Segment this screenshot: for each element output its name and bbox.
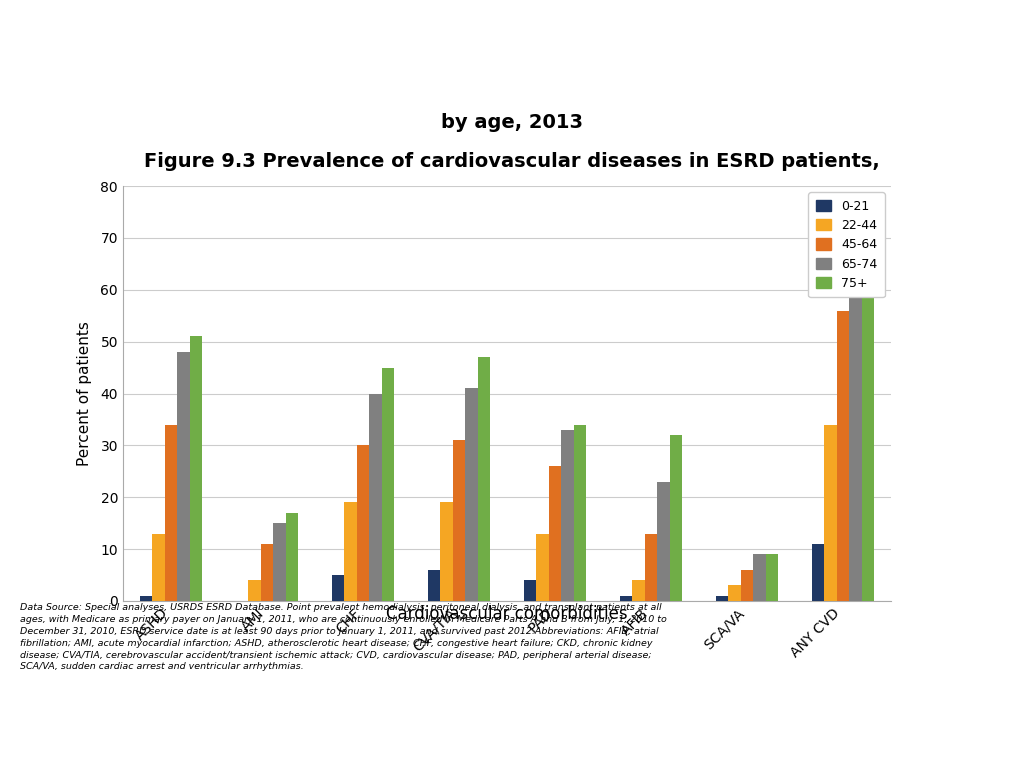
Bar [670, 435, 682, 601]
Bar [523, 581, 537, 601]
Bar [573, 425, 586, 601]
Bar [837, 310, 849, 601]
Bar [549, 466, 561, 601]
Text: Vol 2, ESRD, Ch 9: Vol 2, ESRD, Ch 9 [425, 731, 599, 750]
Bar [465, 389, 477, 601]
Bar [657, 482, 670, 601]
Bar [812, 544, 824, 601]
Bar [766, 554, 778, 601]
Bar [332, 575, 344, 601]
Bar [645, 534, 657, 601]
Text: Cardiovascular comorbidities: Cardiovascular comorbidities [386, 605, 628, 623]
Bar [356, 445, 369, 601]
Bar [440, 502, 453, 601]
Text: 5: 5 [981, 731, 993, 750]
Bar [477, 357, 490, 601]
Bar [165, 425, 177, 601]
Text: Data Source: Special analyses, USRDS ESRD Database. Point prevalent hemodialysis: Data Source: Special analyses, USRDS ESR… [20, 604, 668, 671]
Bar [344, 502, 356, 601]
Bar [824, 425, 837, 601]
Bar [620, 596, 632, 601]
Bar [248, 581, 261, 601]
Bar [453, 440, 465, 601]
Bar [428, 570, 440, 601]
Bar [849, 238, 861, 601]
Bar [177, 352, 189, 601]
Bar [382, 368, 394, 601]
Bar [189, 336, 202, 601]
Text: UNITED STATES RENAL DATA SYSTEM: UNITED STATES RENAL DATA SYSTEM [5, 751, 121, 756]
Bar [139, 596, 153, 601]
Text: by age, 2013: by age, 2013 [441, 113, 583, 132]
Bar [740, 570, 753, 601]
Bar [861, 212, 874, 601]
Bar [261, 544, 273, 601]
Legend: 0-21, 22-44, 45-64, 65-74, 75+: 0-21, 22-44, 45-64, 65-74, 75+ [808, 192, 885, 297]
Y-axis label: Percent of patients: Percent of patients [77, 321, 92, 466]
Bar [273, 523, 286, 601]
Bar [369, 393, 382, 601]
Bar [632, 581, 645, 601]
Text: USRDS: USRDS [5, 723, 53, 736]
Bar [728, 585, 740, 601]
Bar [716, 596, 728, 601]
Bar [153, 534, 165, 601]
Text: Figure 9.3 Prevalence of cardiovascular diseases in ESRD patients,: Figure 9.3 Prevalence of cardiovascular … [144, 151, 880, 170]
Bar [561, 430, 573, 601]
Bar [753, 554, 766, 601]
Bar [286, 513, 298, 601]
Bar [537, 534, 549, 601]
